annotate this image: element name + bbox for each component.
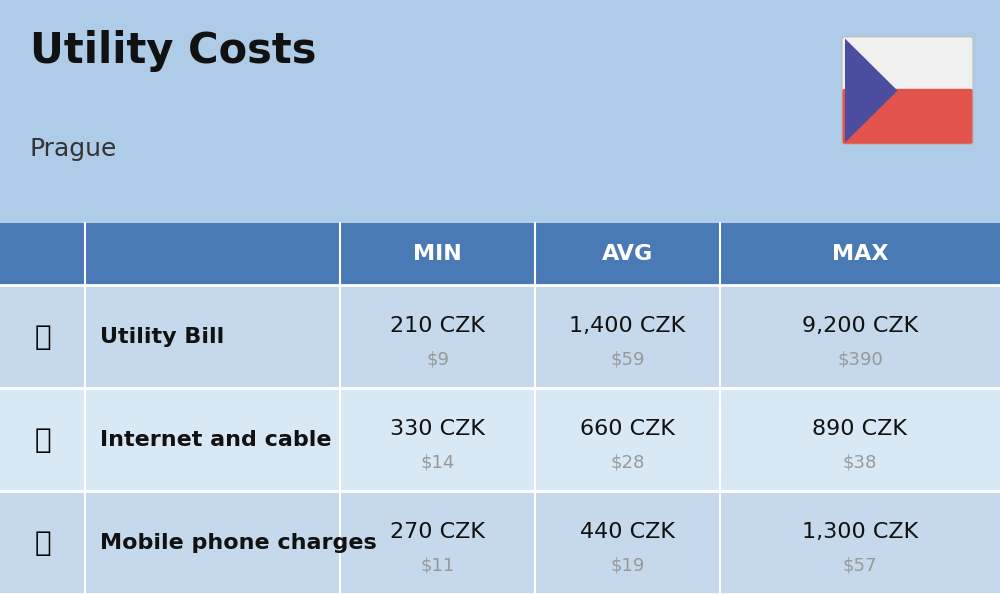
Text: 270 CZK: 270 CZK [390, 522, 485, 542]
Text: $11: $11 [420, 556, 455, 574]
Polygon shape [845, 39, 898, 143]
Text: 440 CZK: 440 CZK [580, 522, 675, 542]
Text: Internet and cable: Internet and cable [100, 429, 332, 450]
Text: 1,400 CZK: 1,400 CZK [569, 316, 686, 336]
Text: $28: $28 [610, 453, 645, 471]
Text: AVG: AVG [602, 244, 653, 264]
FancyBboxPatch shape [0, 491, 1000, 594]
Text: MAX: MAX [832, 244, 888, 264]
Text: MIN: MIN [413, 244, 462, 264]
FancyBboxPatch shape [0, 223, 1000, 285]
Text: $390: $390 [837, 350, 883, 368]
FancyBboxPatch shape [0, 285, 1000, 388]
Text: $19: $19 [610, 556, 645, 574]
FancyBboxPatch shape [0, 388, 1000, 491]
Text: Utility Bill: Utility Bill [100, 327, 224, 347]
Text: $9: $9 [426, 350, 449, 368]
Text: Utility Costs: Utility Costs [30, 30, 316, 72]
Text: 660 CZK: 660 CZK [580, 419, 675, 440]
Text: $57: $57 [843, 556, 877, 574]
Text: 1,300 CZK: 1,300 CZK [802, 522, 918, 542]
Text: 210 CZK: 210 CZK [390, 316, 485, 336]
Text: Prague: Prague [30, 137, 117, 160]
Text: 🔧: 🔧 [34, 323, 51, 350]
Text: 📶: 📶 [34, 425, 51, 454]
Text: 9,200 CZK: 9,200 CZK [802, 316, 918, 336]
Text: Mobile phone charges: Mobile phone charges [100, 532, 377, 552]
Text: $59: $59 [610, 350, 645, 368]
Text: 📱: 📱 [34, 529, 51, 557]
Text: 330 CZK: 330 CZK [390, 419, 485, 440]
Text: 890 CZK: 890 CZK [812, 419, 908, 440]
FancyBboxPatch shape [842, 89, 973, 144]
Text: $14: $14 [420, 453, 455, 471]
Text: $38: $38 [843, 453, 877, 471]
FancyBboxPatch shape [842, 37, 973, 92]
